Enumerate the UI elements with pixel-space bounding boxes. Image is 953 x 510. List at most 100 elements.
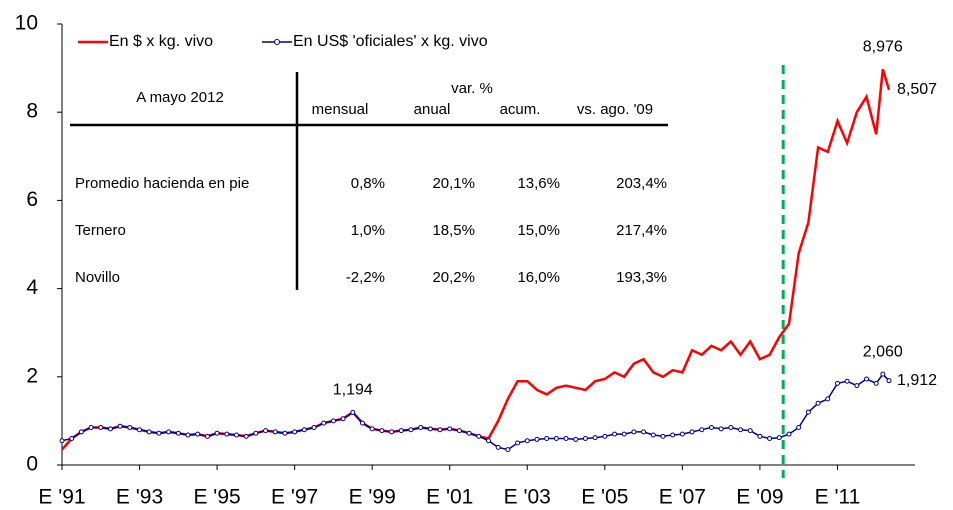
series-marker bbox=[602, 433, 608, 439]
series-marker bbox=[718, 426, 724, 432]
y-tick-label: 10 bbox=[15, 12, 38, 35]
annotation: 8,976 bbox=[863, 38, 903, 55]
series-marker bbox=[156, 430, 162, 436]
series-marker bbox=[776, 435, 782, 441]
series-marker bbox=[379, 428, 385, 434]
series-marker bbox=[534, 436, 540, 442]
series-marker bbox=[660, 433, 666, 439]
x-tick-label: E '01 bbox=[426, 486, 473, 509]
series-marker bbox=[689, 429, 695, 435]
series-marker bbox=[544, 436, 550, 442]
series-marker bbox=[243, 433, 249, 439]
series-marker bbox=[573, 436, 579, 442]
series-marker bbox=[350, 409, 356, 415]
series-marker bbox=[476, 433, 482, 439]
series-marker bbox=[311, 425, 317, 431]
y-tick-label: 4 bbox=[26, 276, 38, 299]
legend-marker bbox=[274, 39, 280, 45]
series-marker bbox=[612, 431, 618, 437]
series-marker bbox=[621, 431, 627, 437]
series-marker bbox=[204, 433, 210, 439]
x-tick-label: E '97 bbox=[271, 486, 318, 509]
table-title: A mayo 2012 bbox=[136, 89, 224, 106]
series-marker bbox=[369, 426, 375, 432]
table-cell: -2,2% bbox=[346, 269, 385, 286]
x-tick-label: E '03 bbox=[504, 486, 551, 509]
table-cell: 0,8% bbox=[351, 175, 385, 192]
y-tick-label: 8 bbox=[26, 100, 38, 123]
series-marker bbox=[253, 430, 259, 436]
series-marker bbox=[427, 426, 433, 432]
table-column: acum. bbox=[500, 101, 541, 118]
series-marker bbox=[786, 431, 792, 437]
table-cell: 15,0% bbox=[517, 222, 560, 239]
series-marker bbox=[825, 396, 831, 402]
series-marker bbox=[398, 428, 404, 434]
series-marker bbox=[553, 436, 559, 442]
table-cell: 18,5% bbox=[432, 222, 475, 239]
series-marker bbox=[524, 438, 530, 444]
series-marker bbox=[69, 436, 75, 442]
series-marker bbox=[854, 383, 860, 389]
series-marker bbox=[78, 429, 84, 435]
annotation: 8,507 bbox=[897, 81, 937, 98]
series-marker bbox=[699, 427, 705, 433]
annotation: 1,912 bbox=[897, 372, 937, 389]
y-tick-label: 2 bbox=[26, 364, 38, 387]
table-row-label: Novillo bbox=[75, 269, 120, 286]
series-marker bbox=[834, 380, 840, 386]
table-cell: 16,0% bbox=[517, 269, 560, 286]
table-cell: 20,2% bbox=[432, 269, 475, 286]
table-cell: 217,4% bbox=[616, 222, 667, 239]
series-line bbox=[61, 68, 891, 451]
annotation: 2,060 bbox=[863, 343, 903, 360]
series-marker bbox=[389, 429, 395, 435]
series-marker bbox=[728, 425, 734, 431]
series-marker bbox=[708, 425, 714, 431]
series-marker bbox=[166, 429, 172, 435]
x-tick-label: E '91 bbox=[38, 486, 85, 509]
series-marker bbox=[137, 427, 143, 433]
series-marker bbox=[437, 427, 443, 433]
series-marker bbox=[679, 431, 685, 437]
series-marker bbox=[272, 429, 278, 435]
table-column: vs. ago. '09 bbox=[577, 101, 653, 118]
series-marker bbox=[263, 428, 269, 434]
series-marker bbox=[738, 427, 744, 433]
series-marker bbox=[631, 429, 637, 435]
series-marker bbox=[886, 378, 892, 384]
series-marker bbox=[757, 433, 763, 439]
table-cell: 193,3% bbox=[616, 269, 667, 286]
series-marker bbox=[175, 430, 181, 436]
series-marker bbox=[670, 432, 676, 438]
legend-label: En US$ 'oficiales' x kg. vivo bbox=[293, 33, 488, 50]
series-marker bbox=[447, 426, 453, 432]
table-column: anual bbox=[414, 101, 451, 118]
series-marker bbox=[107, 426, 113, 432]
series-marker bbox=[98, 425, 104, 431]
series-marker bbox=[195, 431, 201, 437]
x-tick-label: E '95 bbox=[193, 486, 240, 509]
series-marker bbox=[815, 400, 821, 406]
series-marker bbox=[505, 447, 511, 453]
annotation: 1,194 bbox=[333, 382, 373, 399]
x-tick-label: E '99 bbox=[349, 486, 396, 509]
series-marker bbox=[592, 435, 598, 441]
series-marker bbox=[127, 425, 133, 431]
table-row-label: Promedio hacienda en pie bbox=[75, 175, 249, 192]
series-marker bbox=[844, 378, 850, 384]
series-marker bbox=[515, 440, 521, 446]
x-tick-label: E '05 bbox=[581, 486, 628, 509]
series-marker bbox=[185, 432, 191, 438]
series-marker bbox=[146, 429, 152, 435]
series-marker bbox=[214, 430, 220, 436]
x-tick-label: E '93 bbox=[116, 486, 163, 509]
series-marker bbox=[330, 418, 336, 424]
series-marker bbox=[408, 427, 414, 433]
series-marker bbox=[321, 420, 327, 426]
x-tick-label: E '07 bbox=[659, 486, 706, 509]
series-marker bbox=[747, 428, 753, 434]
x-tick-label: E '09 bbox=[736, 486, 783, 509]
table-cell: 203,4% bbox=[616, 175, 667, 192]
